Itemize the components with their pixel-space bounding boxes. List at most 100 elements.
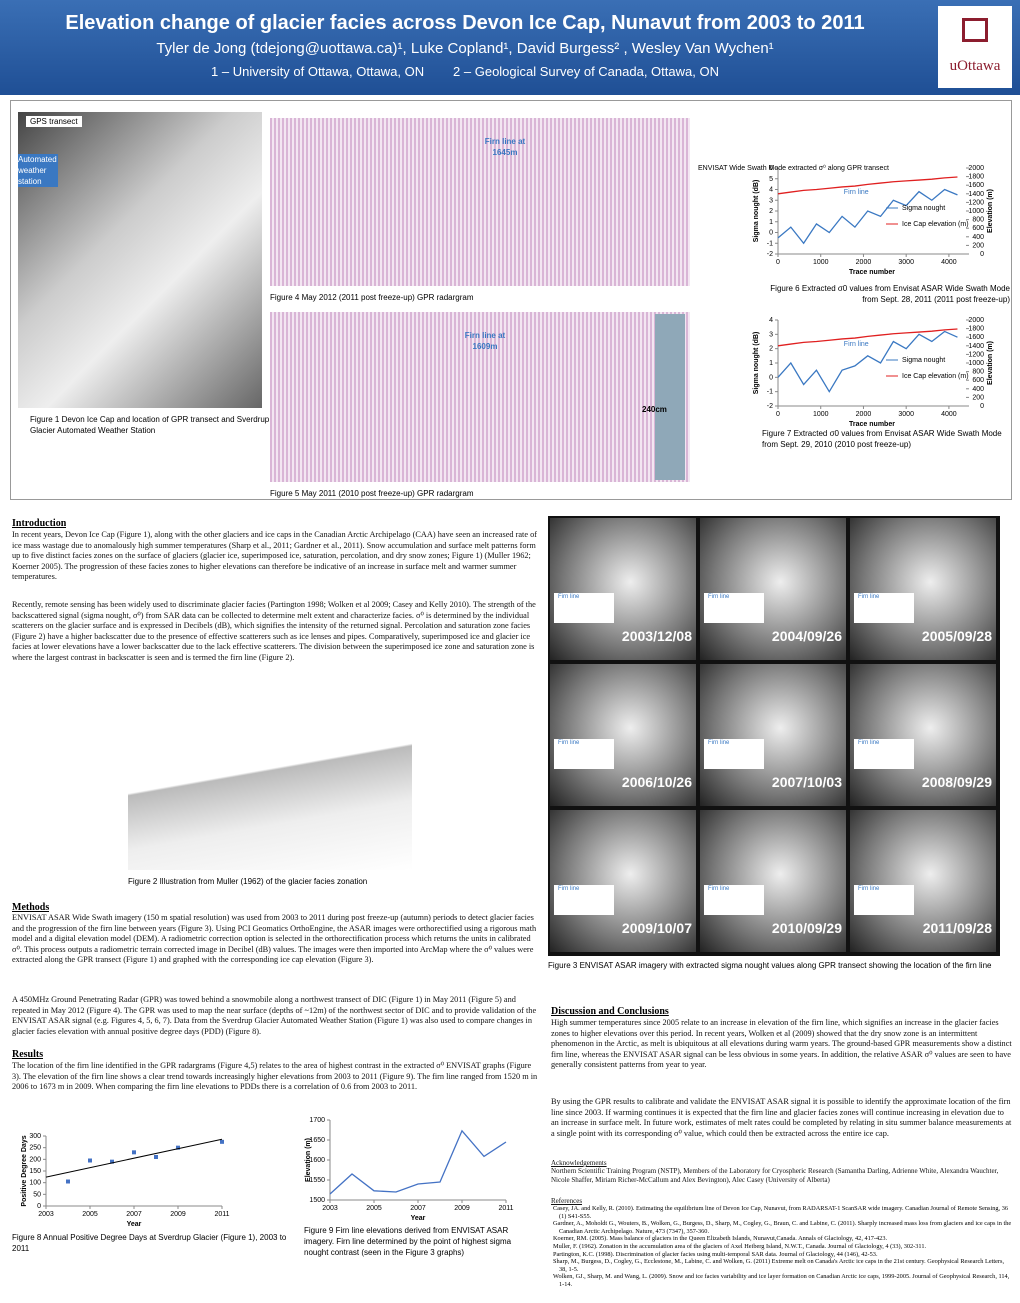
sar-image: Firn line 2003/12/08 <box>550 518 696 660</box>
data-line <box>777 176 958 195</box>
date-label: 2009/10/07 <box>621 920 692 936</box>
depth-label: 240cm <box>642 405 667 414</box>
reference: Koerner, RM. (2005). Mass balance of gla… <box>553 1235 888 1243</box>
firn-label: Firn line <box>844 341 869 348</box>
x-tick-label: 2000 <box>856 411 872 418</box>
paragraph: High summer temperatures since 2005 rela… <box>551 1018 1012 1070</box>
y2-tick-label: 1000 <box>968 208 984 215</box>
y2-tick-label: 1400 <box>968 343 984 350</box>
figure3-caption: Figure 3 ENVISAT ASAR imagery with extra… <box>548 961 992 970</box>
x-tick-label: 2007 <box>410 1205 426 1212</box>
y-tick-label: 5 <box>769 176 773 183</box>
y2-tick-label: 400 <box>972 386 984 393</box>
x-tick-label: 1000 <box>813 411 829 418</box>
y2-tick-label: 1200 <box>968 199 984 206</box>
paragraph: By using the GPR results to calibrate an… <box>551 1097 1012 1138</box>
y2-tick-label: 1400 <box>968 191 984 198</box>
y-tick-label: 0 <box>769 374 773 381</box>
figure1-map: GPS transect Automated weather station <box>18 112 262 408</box>
reference: Wolken, GJ., Sharp, M. and Wang, L. (200… <box>553 1273 1010 1288</box>
y2-tick-label: 1800 <box>968 326 984 333</box>
firn-label: Firn line <box>708 594 730 600</box>
figure1-caption: Figure 1 Devon Ice Cap and location of G… <box>30 415 270 435</box>
date-label: 2011/09/28 <box>922 920 992 936</box>
figure7-caption: Figure 7 Extracted σ0 values from Envisa… <box>762 429 1002 449</box>
figure2-diagram <box>128 690 412 870</box>
figure-panel <box>10 100 1012 500</box>
y-tick-label: -1 <box>767 240 773 247</box>
y2-axis-label: Elevation (m) <box>987 189 994 233</box>
y-tick-label: 50 <box>33 1191 41 1198</box>
y-tick-label: -2 <box>767 403 773 410</box>
heading: Acknowledgements <box>551 1159 607 1167</box>
x-tick-label: 2011 <box>498 1205 513 1212</box>
y-tick-label: 0 <box>37 1203 41 1210</box>
mini-graph <box>704 885 764 915</box>
date-label: 2003/12/08 <box>621 628 692 644</box>
sar-image: Firn line 2008/09/29 <box>850 664 996 806</box>
reference: Gardner, A., Moholdt G., Wouters, B., Wo… <box>553 1220 1012 1235</box>
legend: GPS transect <box>26 116 82 127</box>
y-tick-label: 250 <box>29 1145 41 1152</box>
mini-graph <box>554 885 614 915</box>
x-tick-label: 2000 <box>856 259 872 266</box>
y-tick-label: 1700 <box>309 1117 325 1124</box>
y2-tick-label: 2000 <box>968 317 984 324</box>
radargram: Firn line at 1609m 240cm <box>270 312 690 482</box>
figure5-caption: Figure 5 May 2011 (2010 post freeze-up) … <box>270 489 474 498</box>
y-tick-label: 1 <box>769 360 773 367</box>
data-line <box>777 188 958 245</box>
y2-tick-label: 400 <box>972 234 984 241</box>
mini-graph <box>704 739 764 769</box>
firn-label: Firn line <box>558 594 580 600</box>
x-axis-label: Year <box>127 1221 142 1228</box>
paragraph: ENVISAT ASAR Wide Swath imagery (150 m s… <box>12 913 537 965</box>
y2-tick-label: 200 <box>972 394 984 401</box>
date-label: 2005/09/28 <box>921 628 992 644</box>
y2-tick-label: 1600 <box>968 334 984 341</box>
y-tick-label: 1500 <box>309 1197 325 1204</box>
y-tick-label: 150 <box>29 1168 41 1175</box>
firn-label: Firn line <box>558 886 580 892</box>
figure3-grid: Firn line 2003/12/08 Firn line 2004/09/26 Fi… <box>548 516 1000 956</box>
paragraph: Northern Scientific Training Program (NS… <box>551 1167 999 1184</box>
title: Elevation change of glacier facies acros… <box>65 12 865 34</box>
heading: Introduction <box>12 518 67 529</box>
mini-graph <box>704 593 764 623</box>
y-tick-label: -2 <box>767 251 773 258</box>
sar-image: Firn line 2007/10/03 <box>700 664 846 806</box>
y-tick-label: 100 <box>29 1180 41 1187</box>
y-tick-label: 300 <box>29 1133 41 1140</box>
figure8-chart: 0 50 100 150 200 250 300 2003 2005 2007 2009 2011 Ye… <box>21 1133 230 1228</box>
data-line <box>777 328 958 347</box>
heading: References <box>551 1197 583 1205</box>
y-tick-label: 1600 <box>309 1157 325 1164</box>
y-axis-label: Sigma nought (dB) <box>753 332 760 395</box>
firn-label: Firn line at 1645m <box>484 137 526 157</box>
x-tick-label: 4000 <box>941 259 957 266</box>
firn-label: Firn line at 1609m <box>464 331 506 351</box>
y-tick-label: 1550 <box>309 1177 325 1184</box>
point <box>176 1145 180 1150</box>
x-tick-label: 0 <box>776 259 780 266</box>
affiliations: 1 – University of Ottawa, Ottawa, ON 2 –… <box>211 64 719 79</box>
y2-tick-label: 800 <box>972 369 984 376</box>
y2-tick-label: 1800 <box>968 174 984 181</box>
x-tick-label: 2003 <box>38 1211 54 1218</box>
paragraph: A 450MHz Ground Penetrating Radar (GPR) … <box>12 995 537 1036</box>
y2-tick-label: 200 <box>972 242 984 249</box>
y-axis-label: Positive Degree Days <box>21 1135 28 1206</box>
sar-image: Firn line 2004/09/26 <box>700 518 846 660</box>
x-axis-label: Year <box>411 1215 426 1222</box>
data-line <box>777 330 958 393</box>
y-tick-label: 3 <box>769 331 773 338</box>
x-tick-label: 2005 <box>82 1211 98 1218</box>
firn-label: Firn line <box>844 189 869 196</box>
figure4-caption: Figure 4 May 2012 (2011 post freeze-up) … <box>270 293 474 302</box>
date-label: 2007/10/03 <box>771 774 842 790</box>
y-tick-label: 1 <box>769 219 773 226</box>
x-tick-label: 2009 <box>454 1205 470 1212</box>
point <box>88 1158 92 1163</box>
